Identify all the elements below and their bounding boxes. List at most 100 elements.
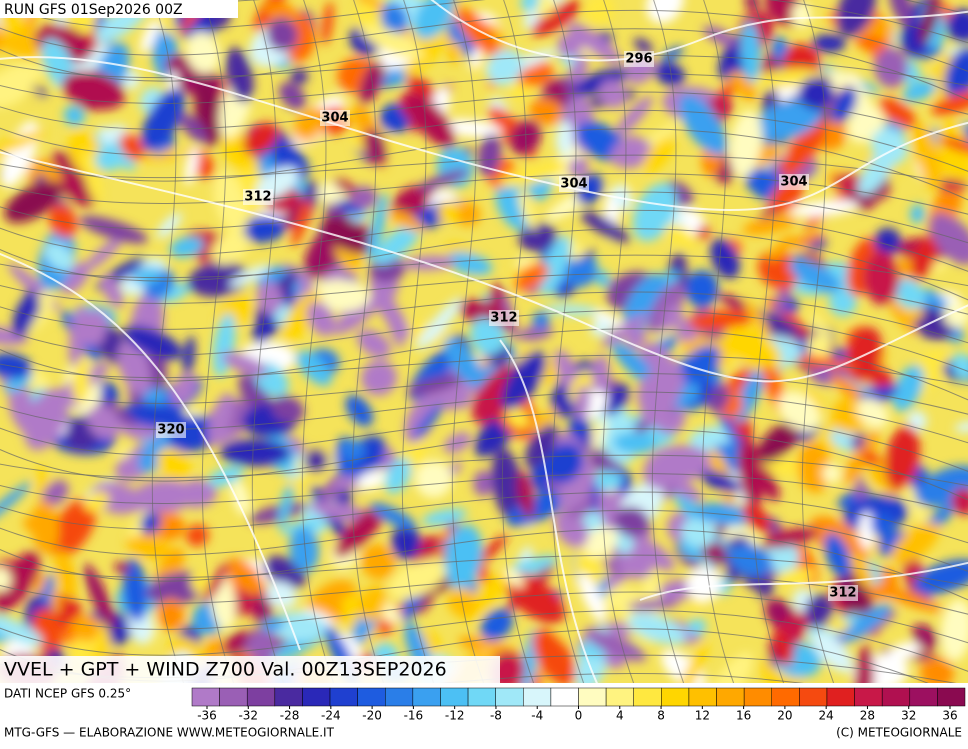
- field-blob: [63, 105, 85, 126]
- field-blob: [851, 432, 867, 450]
- field-blob: [72, 359, 90, 404]
- field-blob: [679, 94, 728, 156]
- field-blob: [578, 573, 607, 622]
- field-blob: [648, 281, 685, 334]
- run-label: RUN GFS 01Sep2026 00Z: [4, 2, 183, 18]
- field-blob: [203, 562, 230, 603]
- field-blob: [122, 558, 147, 622]
- field-blob: [531, 408, 557, 432]
- field-blob: [729, 71, 757, 101]
- field-blob: [902, 80, 938, 102]
- field-blob: [278, 483, 293, 529]
- field-blob: [295, 350, 332, 386]
- field-blob: [100, 273, 124, 308]
- contour-line: [0, 252, 301, 651]
- field-blob: [555, 120, 574, 156]
- field-blob: [384, 457, 412, 494]
- streamline: [0, 128, 968, 201]
- colorbar-swatch: [633, 687, 662, 707]
- field-blob: [100, 400, 138, 427]
- field-blob: [767, 234, 796, 262]
- field-blob: [444, 336, 483, 387]
- field-blob: [627, 598, 679, 611]
- contour-label-bg: [779, 174, 809, 190]
- field-blob: [636, 365, 685, 411]
- field-blob: [31, 500, 60, 555]
- field-blob: [798, 76, 835, 111]
- colorbar-swatch: [909, 687, 938, 707]
- streamline: [801, 0, 835, 683]
- field-blob: [533, 628, 576, 683]
- field-blob: [740, 21, 761, 83]
- field-blob: [41, 38, 75, 89]
- field-blob: [361, 360, 398, 396]
- field-blob: [870, 128, 909, 165]
- colorbar-tick-label: 8: [657, 709, 665, 723]
- contour-label-bg: [243, 189, 273, 205]
- field-blob: [874, 227, 902, 255]
- field-blob: [278, 82, 306, 110]
- field-blob: [293, 106, 328, 142]
- colorbar-swatch: [385, 687, 414, 707]
- field-blob: [42, 573, 55, 605]
- streamline: [151, 0, 185, 683]
- field-blob: [762, 527, 819, 548]
- contour-label: 304: [321, 111, 348, 126]
- field-blob: [623, 273, 667, 333]
- colorbar-tick-label: -28: [280, 709, 300, 723]
- field-blob: [756, 421, 800, 463]
- field-blob: [836, 0, 877, 37]
- colorbar-swatch: [661, 687, 690, 707]
- field-blob: [470, 316, 506, 355]
- contour-label-bg: [559, 176, 589, 192]
- colorbar-tick-label: -36: [197, 709, 217, 723]
- field-blob: [407, 75, 437, 102]
- field-blob: [706, 652, 754, 683]
- colorbar-swatch: [412, 687, 441, 707]
- colorbar-swatch: [523, 687, 552, 707]
- field-blob: [131, 266, 162, 284]
- field-blob: [831, 86, 858, 123]
- field-blob: [662, 303, 683, 330]
- field-blob: [350, 186, 378, 210]
- field-blob: [473, 470, 494, 497]
- field-blob: [0, 481, 32, 528]
- field-blob: [169, 236, 204, 258]
- field-blob: [558, 460, 596, 510]
- field-blob: [791, 230, 824, 248]
- streamline: [0, 209, 968, 273]
- field-blob: [437, 200, 459, 223]
- field-blob: [822, 463, 842, 484]
- field-blob: [545, 442, 584, 484]
- field-blob: [480, 608, 514, 641]
- streamline: [0, 528, 968, 601]
- field-blob: [929, 214, 968, 265]
- contour-line: [430, 0, 968, 62]
- field-blob: [114, 562, 130, 574]
- field-blob: [125, 535, 174, 560]
- field-blob: [87, 405, 120, 440]
- field-blob: [520, 0, 540, 12]
- field-blob: [804, 593, 834, 628]
- field-blob: [875, 584, 943, 613]
- colorbar-swatch: [467, 687, 496, 707]
- field-blob: [661, 46, 684, 62]
- streamline: [0, 309, 968, 373]
- colorbar-swatch: [826, 687, 855, 707]
- field-blob: [379, 3, 408, 35]
- field-blob: [414, 403, 444, 439]
- field-blob: [618, 551, 654, 579]
- field-blob: [225, 47, 254, 103]
- field-blob: [513, 263, 550, 291]
- field-blob: [416, 297, 463, 351]
- streamline: [0, 473, 968, 515]
- contour-label-bg: [156, 422, 186, 438]
- field-blob: [157, 598, 185, 631]
- field-blob: [646, 0, 684, 24]
- field-blob: [529, 98, 564, 125]
- colorbar-tick-label: 20: [777, 709, 792, 723]
- colorbar-swatch: [937, 687, 966, 707]
- field-blob: [774, 628, 793, 667]
- field-blob: [614, 506, 650, 538]
